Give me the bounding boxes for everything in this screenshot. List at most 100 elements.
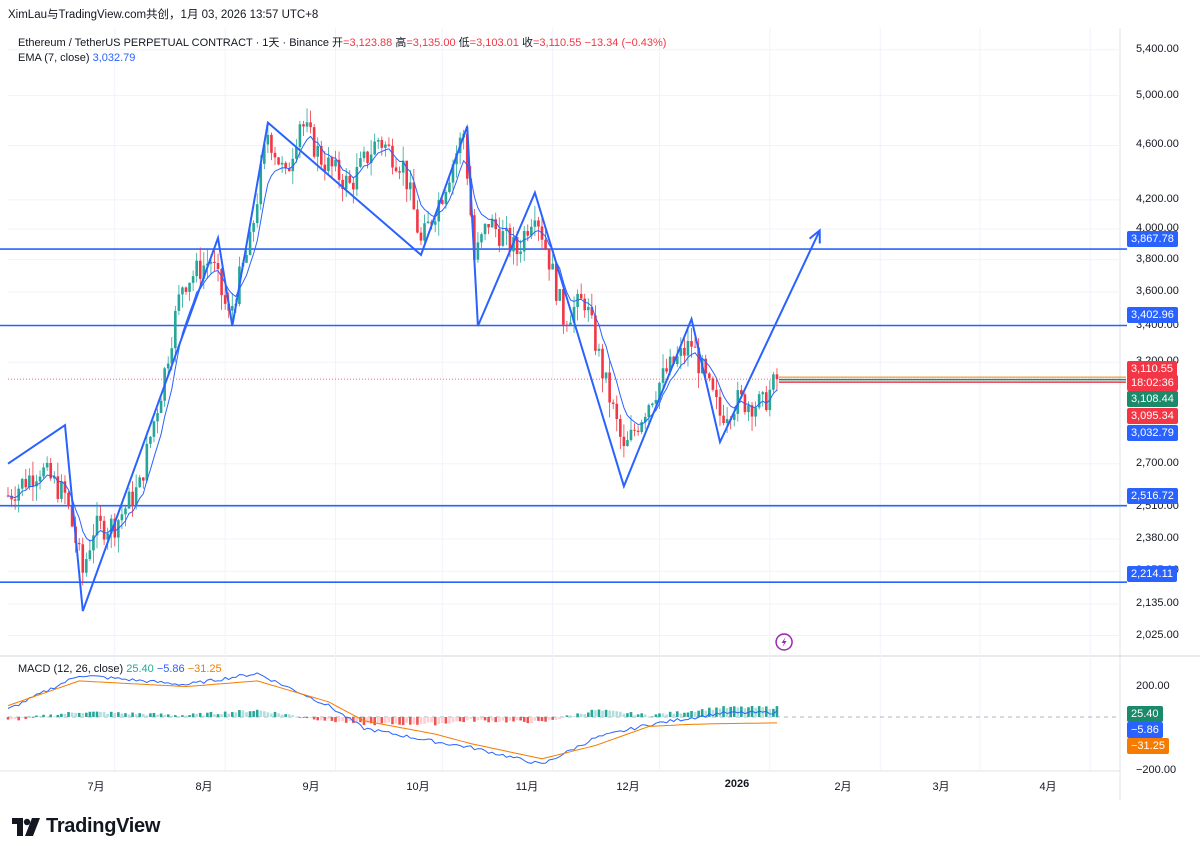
candle-up: [675, 355, 679, 365]
macd-histogram-bar: [622, 713, 626, 717]
candle-down: [636, 430, 640, 433]
candle-down: [615, 403, 619, 420]
macd-histogram-bar: [74, 712, 77, 717]
macd-histogram-bar: [330, 717, 334, 721]
macd-histogram-bar: [209, 712, 213, 717]
candle-up: [252, 223, 255, 232]
macd-histogram-bar: [672, 713, 676, 717]
macd-histogram-bar: [174, 715, 177, 717]
macd-histogram-bar: [259, 710, 263, 717]
macd-histogram-bar: [508, 717, 512, 721]
macd-histogram-bar: [298, 717, 302, 718]
macd-histogram-bar: [248, 711, 252, 717]
teal-price-badge: 3,108.44: [1127, 391, 1178, 407]
macd-histogram-bar: [526, 717, 530, 724]
macd-histogram-bar: [138, 713, 142, 717]
ema-line-path: [7, 135, 778, 542]
candle-down: [131, 491, 134, 507]
candle-down: [24, 478, 28, 488]
candle-up: [255, 204, 259, 224]
macd-histogram-bar: [626, 713, 629, 717]
tradingview-logo[interactable]: TradingView: [12, 815, 160, 838]
macd-histogram-bar: [234, 712, 238, 717]
price-tick-label: 4,000.00: [1136, 221, 1179, 234]
macd-histogram-bar: [494, 717, 498, 723]
symbol-legend[interactable]: Ethereum / TetherUS PERPETUAL CONTRACT ·…: [18, 34, 666, 50]
candle-up: [761, 392, 765, 395]
candle-down: [693, 346, 697, 348]
candle-up: [629, 429, 633, 441]
low-label: 低: [458, 37, 470, 49]
macd-histogram-bar: [515, 717, 519, 721]
tradingview-logo-text: TradingView: [46, 815, 161, 837]
candle-down: [611, 402, 615, 404]
macd-histogram-bar: [184, 715, 188, 717]
candle-down: [70, 506, 74, 527]
macd-histogram-bar: [597, 709, 601, 717]
macd-histogram-bar: [102, 712, 106, 717]
candle-up: [316, 146, 320, 157]
ema-legend[interactable]: EMA (7, close) 3,032.79: [18, 52, 135, 64]
macd-histogram-bar: [465, 717, 469, 721]
macd-histogram-bar: [704, 710, 708, 717]
macd-histogram-bar: [715, 707, 718, 717]
candle-up: [686, 341, 690, 356]
candle-down: [67, 492, 70, 507]
candle-up: [156, 413, 159, 422]
macd-line-value: −5.86: [156, 663, 185, 675]
macd-histogram-bar: [530, 717, 533, 724]
macd-histogram-bar: [693, 712, 697, 717]
macd-histogram-bar: [159, 713, 163, 717]
candle-down: [633, 429, 636, 431]
macd-histogram-bar: [408, 717, 412, 725]
candle-up: [651, 403, 654, 406]
candle-up: [643, 416, 647, 423]
month-label-feb: 2月: [834, 781, 852, 793]
macd-hist-value: 25.40: [126, 663, 154, 675]
macd-histogram-bar: [77, 712, 81, 717]
candle-up: [586, 306, 590, 311]
candle-down: [697, 347, 700, 374]
candle-up: [480, 234, 483, 243]
price-tick-label: 2,025.00: [1136, 628, 1179, 641]
macd-histogram-bar: [562, 717, 565, 718]
macd-legend[interactable]: MACD (12, 26, close) 25.40 −5.86 −31.25: [18, 663, 222, 675]
macd-histogram-bar: [273, 711, 277, 717]
candle-up: [92, 535, 95, 551]
macd-histogram-bar: [327, 717, 330, 720]
candle-up: [757, 394, 761, 408]
macd-histogram-bar: [60, 713, 63, 717]
candle-down: [63, 481, 67, 493]
candle-down: [81, 544, 85, 573]
candle-up: [732, 413, 736, 420]
macd-histogram-bar: [63, 714, 67, 717]
macd-histogram-bar: [334, 717, 337, 723]
close-value: =3,110.55: [532, 37, 582, 49]
macd-histogram-bar: [380, 717, 384, 724]
macd-histogram-bar: [686, 712, 690, 717]
macd-histogram-bar: [131, 712, 134, 717]
macd-histogram-bar: [423, 717, 426, 724]
candle-down: [619, 419, 622, 437]
candle-up: [772, 374, 775, 390]
candle-down: [77, 542, 81, 545]
macd-histogram-bar: [401, 717, 405, 726]
candle-down: [412, 182, 416, 210]
macd-histogram-bar: [88, 711, 92, 717]
macd-histogram-bar: [615, 711, 619, 717]
macd-histogram-bar: [49, 714, 53, 717]
candle-up: [572, 306, 576, 323]
candle-up: [145, 443, 149, 481]
candle-down: [740, 390, 743, 395]
candle-up: [401, 160, 405, 173]
macd-histogram-bar: [437, 717, 441, 724]
candle-down: [537, 220, 540, 227]
candle-down: [473, 215, 476, 260]
macd-histogram-bar: [387, 717, 391, 723]
candle-down: [287, 168, 291, 172]
open-label: 开: [332, 37, 344, 49]
month-label-dec: 12月: [616, 781, 640, 793]
macd-histogram-bar: [487, 717, 490, 723]
macd-histogram-bar: [497, 717, 501, 722]
